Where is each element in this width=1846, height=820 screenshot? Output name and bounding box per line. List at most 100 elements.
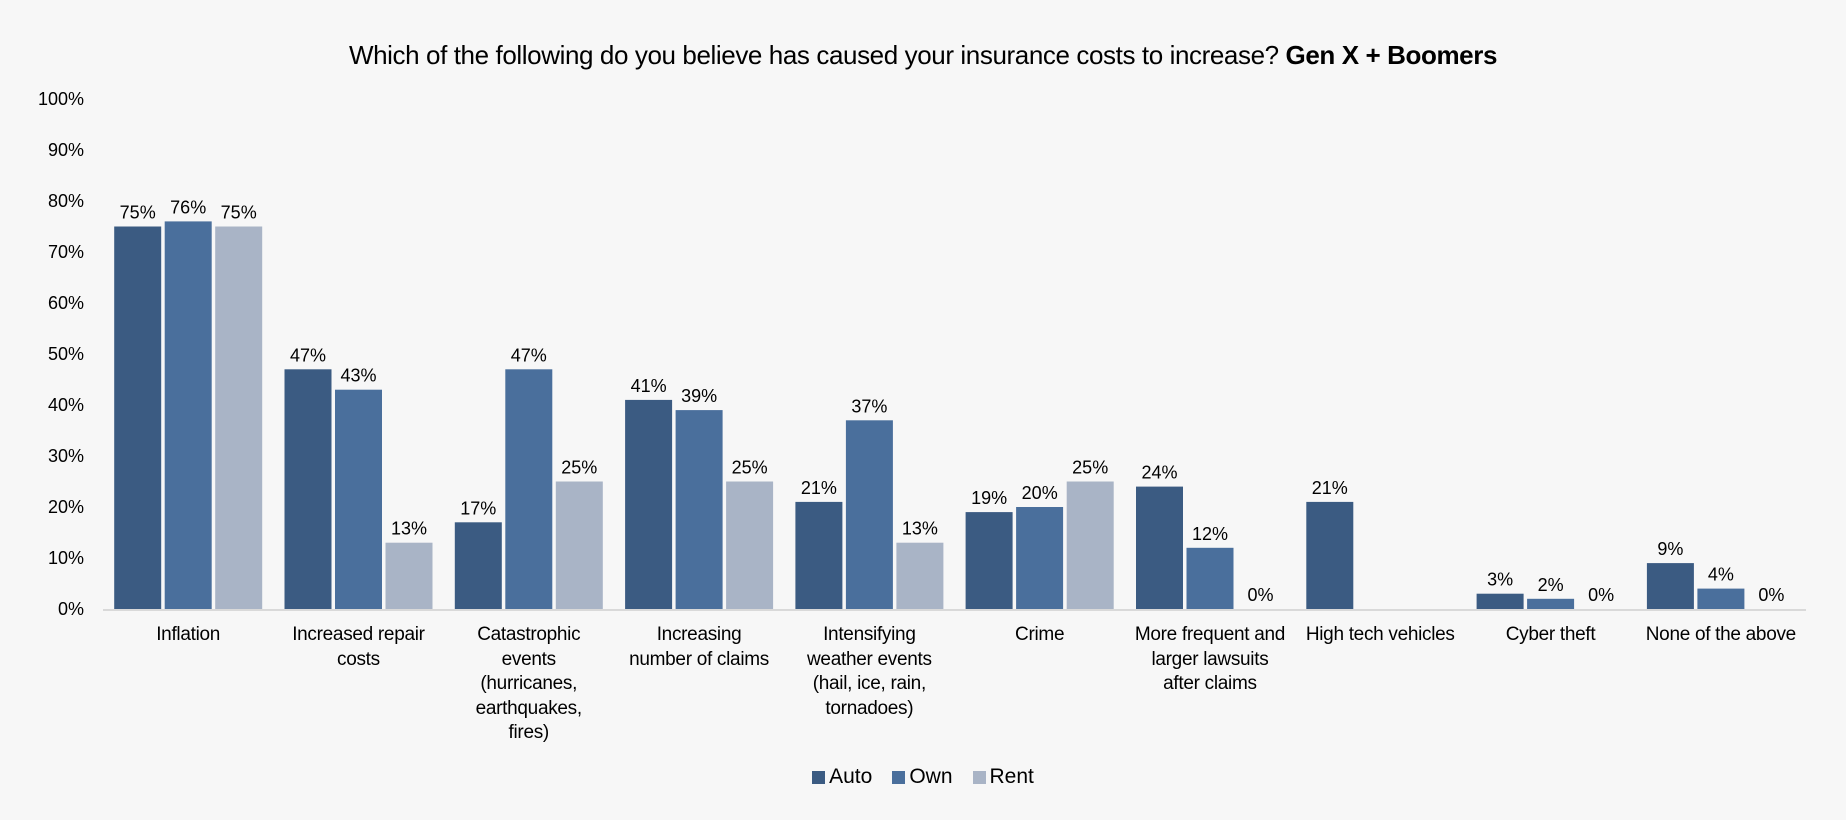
- bar-auto: [454, 522, 502, 609]
- bar-auto: [1136, 486, 1183, 609]
- x-tick-label-line: More frequent and: [1134, 624, 1286, 645]
- x-tick-label: None of the above: [1636, 623, 1806, 648]
- legend-swatch: [972, 770, 986, 784]
- data-label: 0%: [1758, 585, 1784, 605]
- data-label: 0%: [1588, 585, 1614, 605]
- bar-auto: [284, 369, 332, 609]
- bar-auto: [1476, 593, 1524, 609]
- legend-label: Auto: [829, 765, 873, 788]
- y-tick-label: 40%: [48, 395, 84, 415]
- x-tick-label: Catastrophic events (hurricanes, earthquake…: [444, 623, 614, 746]
- data-label: 13%: [391, 519, 427, 539]
- data-label: 3%: [1487, 570, 1513, 590]
- bar-auto: [1646, 563, 1694, 609]
- chart-title-text: Which of the following do you believe ha…: [348, 40, 1279, 70]
- legend-item-rent: Rent: [972, 765, 1034, 789]
- bar-rent: [215, 226, 263, 609]
- x-tick-label: More frequent and larger lawsuits after cl…: [1125, 623, 1295, 697]
- y-tick-label: 50%: [48, 344, 84, 364]
- data-label: 47%: [290, 345, 326, 365]
- x-tick-label-line: Inflation: [156, 624, 221, 645]
- data-label: 76%: [170, 197, 206, 217]
- x-tick-label-line: number of claims: [629, 648, 769, 670]
- bar-rent: [896, 542, 944, 609]
- legend-swatch: [892, 770, 906, 784]
- data-label: 21%: [1312, 478, 1348, 498]
- bar-auto: [965, 512, 1013, 609]
- data-label: 37%: [851, 396, 887, 416]
- data-label: 24%: [1141, 463, 1177, 483]
- bar-own: [505, 369, 553, 609]
- bar-own: [1186, 547, 1234, 609]
- data-label: 0%: [1247, 585, 1273, 605]
- data-label: 75%: [221, 203, 257, 223]
- data-label: 39%: [681, 386, 717, 406]
- x-tick-label-line: fires): [508, 722, 550, 743]
- bars: [114, 221, 1745, 609]
- x-tick-label-line: costs: [337, 648, 380, 670]
- x-tick-label-line: Increased repair: [292, 624, 425, 645]
- bar-auto: [114, 226, 162, 609]
- legend-item-auto: Auto: [812, 765, 872, 789]
- x-tick-label-line: Intensifying: [823, 624, 916, 645]
- bar-rent: [1066, 481, 1114, 609]
- y-tick-label: 80%: [48, 191, 84, 211]
- x-tick-label-line: None of the above: [1645, 624, 1796, 645]
- data-label: 43%: [340, 366, 376, 386]
- data-label: 12%: [1192, 524, 1228, 544]
- y-tick-label: 60%: [48, 293, 84, 313]
- bar-auto: [1306, 501, 1354, 609]
- legend-label: Own: [909, 765, 953, 788]
- x-tick-label-line: High tech vehicles: [1305, 624, 1455, 645]
- x-tick-label-line: earthquakes,: [475, 697, 583, 719]
- data-label: 2%: [1538, 575, 1564, 595]
- chart-title: Which of the following do you believe ha…: [0, 40, 1846, 71]
- legend-label: Rent: [989, 765, 1034, 788]
- data-label: 9%: [1657, 539, 1683, 559]
- legend-swatch: [812, 770, 826, 784]
- bar-own: [845, 420, 893, 609]
- data-label: 75%: [120, 203, 156, 223]
- chart-title-emphasis: Gen X + Boomers: [1285, 40, 1498, 70]
- x-tick-label-line: tornadoes): [825, 697, 914, 719]
- legend-item-own: Own: [892, 765, 953, 789]
- x-tick-label-line: Catastrophic: [477, 624, 581, 645]
- data-label: 25%: [561, 458, 597, 478]
- x-tick-label-line: larger lawsuits: [1151, 648, 1269, 670]
- x-tick-label: Increased repair costs: [273, 623, 443, 672]
- data-label: 25%: [1072, 458, 1108, 478]
- data-label: 21%: [801, 478, 837, 498]
- x-tick-label: High tech vehicles: [1295, 623, 1465, 648]
- data-label: 25%: [732, 458, 768, 478]
- x-tick-label-line: after claims: [1163, 673, 1257, 694]
- bar-auto: [625, 399, 673, 609]
- bar-auto: [795, 501, 843, 609]
- x-tick-label: Increasing number of claims: [614, 623, 784, 672]
- bar-rent: [555, 481, 603, 609]
- bar-own: [1697, 588, 1745, 609]
- y-tick-label: 30%: [48, 446, 84, 466]
- y-tick-label: 10%: [48, 548, 84, 568]
- x-tick-label-line: events: [501, 648, 556, 670]
- bar-rent: [726, 481, 774, 609]
- x-tick-label: Crime: [955, 623, 1125, 648]
- data-label: 13%: [902, 519, 938, 539]
- legend: Auto Own Rent: [0, 765, 1846, 789]
- x-tick-label: Cyber theft: [1466, 623, 1636, 648]
- data-label: 20%: [1022, 483, 1058, 503]
- x-tick-label-line: (hurricanes,: [480, 673, 578, 694]
- bar-own: [164, 221, 212, 609]
- bar-own: [335, 389, 382, 609]
- y-tick-label: 0%: [58, 599, 84, 619]
- y-tick-label: 70%: [48, 242, 84, 262]
- x-tick-label-line: (hail, ice, rain,: [812, 673, 926, 694]
- y-tick-label: 100%: [38, 89, 84, 109]
- data-label: 47%: [511, 345, 547, 365]
- value-labels: 75% 76% 75% 47% 43% 13% 17% 47% 25% 41% 39% 25% 21% 3…: [120, 197, 1785, 605]
- x-tick-label-line: Increasing: [656, 624, 742, 645]
- y-axis: 0% 10% 20% 30% 40% 50% 60% 70% 80% 90% 100%: [38, 89, 84, 619]
- x-tick-label-line: Crime: [1015, 624, 1065, 645]
- data-label: 17%: [460, 498, 496, 518]
- bar-own: [675, 410, 723, 609]
